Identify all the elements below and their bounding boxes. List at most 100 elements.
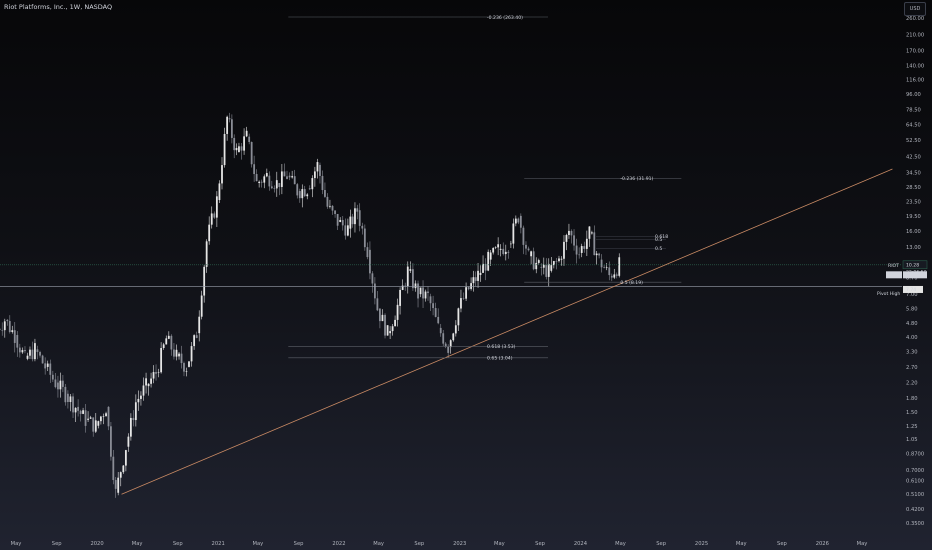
candle-body	[560, 258, 563, 260]
y-tick-label: 2.70	[906, 365, 918, 371]
candle-body	[296, 184, 299, 196]
candle-body	[291, 176, 294, 178]
candle-body	[129, 417, 132, 437]
candle-body	[618, 257, 621, 276]
candle-body	[54, 379, 57, 388]
candle-body	[13, 330, 16, 343]
price-badge	[902, 260, 928, 270]
candle-body	[417, 283, 419, 299]
x-tick-label: 2021	[212, 541, 225, 547]
pivot-label: Pivot High	[877, 291, 900, 297]
candle-body	[134, 402, 137, 421]
candle-body	[522, 227, 525, 245]
candle-body	[401, 285, 404, 290]
candle-body	[547, 263, 550, 277]
candle-body	[467, 287, 470, 290]
candle-body	[92, 417, 95, 432]
candle-body	[188, 361, 190, 367]
x-tick-label: Sep	[535, 541, 545, 547]
candle-body	[321, 175, 324, 191]
trendline	[121, 168, 893, 495]
y-tick-label: 23.50	[906, 200, 921, 206]
y-tick-label: 64.50	[906, 122, 921, 128]
y-tick-label: 1.50	[906, 410, 918, 416]
candle-body	[286, 176, 288, 179]
candle-body	[354, 208, 356, 225]
candle-body	[235, 148, 238, 151]
candle-body	[519, 215, 522, 228]
candle-body	[228, 118, 231, 120]
y-tick-label: 16.00	[906, 229, 921, 235]
candle-body	[195, 335, 198, 338]
candle-body	[351, 216, 354, 225]
fib-small-label: 0.5	[655, 246, 662, 252]
candle-body	[512, 223, 515, 244]
candle-body	[344, 225, 347, 236]
candle-body	[570, 230, 573, 236]
candle-body	[472, 277, 475, 284]
candle-body	[16, 335, 19, 348]
candle-body	[384, 314, 386, 336]
y-tick-label: 116.00	[906, 78, 924, 84]
candle-body	[613, 274, 616, 278]
candle-body	[44, 363, 47, 369]
candle-body	[509, 243, 512, 245]
candle-body	[140, 395, 142, 399]
candle-body	[379, 308, 381, 322]
candle-body	[119, 472, 122, 478]
y-tick-label: 0.5100	[906, 492, 924, 498]
candle-body	[205, 241, 208, 267]
candle-body	[573, 235, 575, 246]
candle-body	[414, 283, 417, 289]
candle-body	[21, 350, 24, 353]
candle-body	[575, 245, 578, 255]
candle-body	[422, 287, 424, 299]
y-tick-label: 19.50	[906, 214, 921, 220]
candle-body	[124, 450, 127, 466]
y-tick-label: 1.05	[906, 437, 918, 443]
candle-body	[102, 416, 105, 417]
candle-body	[311, 178, 314, 190]
x-tick-label: May	[736, 541, 747, 547]
candle-body	[64, 386, 67, 403]
candle-body	[24, 350, 26, 352]
candle-body	[137, 398, 140, 403]
currency-button[interactable]: USD	[904, 2, 926, 16]
y-tick-label: 28.50	[906, 185, 921, 191]
price-badge	[903, 271, 927, 279]
candle-body	[371, 273, 374, 284]
candle-body	[588, 226, 591, 239]
y-tick-label: 7.00	[906, 292, 918, 298]
candle-body	[110, 426, 112, 457]
candle-body	[424, 291, 427, 299]
candle-body	[504, 251, 507, 255]
candle-body	[563, 241, 565, 259]
candle-body	[583, 246, 586, 249]
fib-level-label: 0.65 (3.04)	[487, 356, 513, 362]
x-tick-label: Sep	[52, 541, 62, 547]
candle-body	[18, 347, 21, 353]
candle-body	[107, 406, 110, 427]
candle-body	[152, 372, 155, 379]
x-tick-label: May	[857, 541, 868, 547]
candle-body	[253, 164, 256, 175]
candle-body	[550, 265, 553, 271]
candle-body	[530, 251, 533, 257]
candle-body	[178, 353, 180, 357]
candle-body	[590, 232, 593, 234]
candle-body	[465, 287, 467, 299]
candle-body	[454, 325, 457, 334]
candle-body	[439, 327, 442, 334]
candle-body	[514, 218, 517, 224]
candle-body	[494, 247, 497, 249]
candle-body	[595, 253, 598, 256]
chart-title: Riot Platforms, Inc., 1W, NASDAQ	[4, 3, 113, 11]
candle-body	[301, 189, 304, 199]
candle-body	[278, 182, 281, 187]
candle-body	[1, 330, 4, 331]
candle-body	[329, 205, 331, 207]
candle-body	[434, 308, 437, 317]
ticker-badge-label: RIOT	[888, 272, 899, 278]
candle-body	[245, 130, 248, 137]
